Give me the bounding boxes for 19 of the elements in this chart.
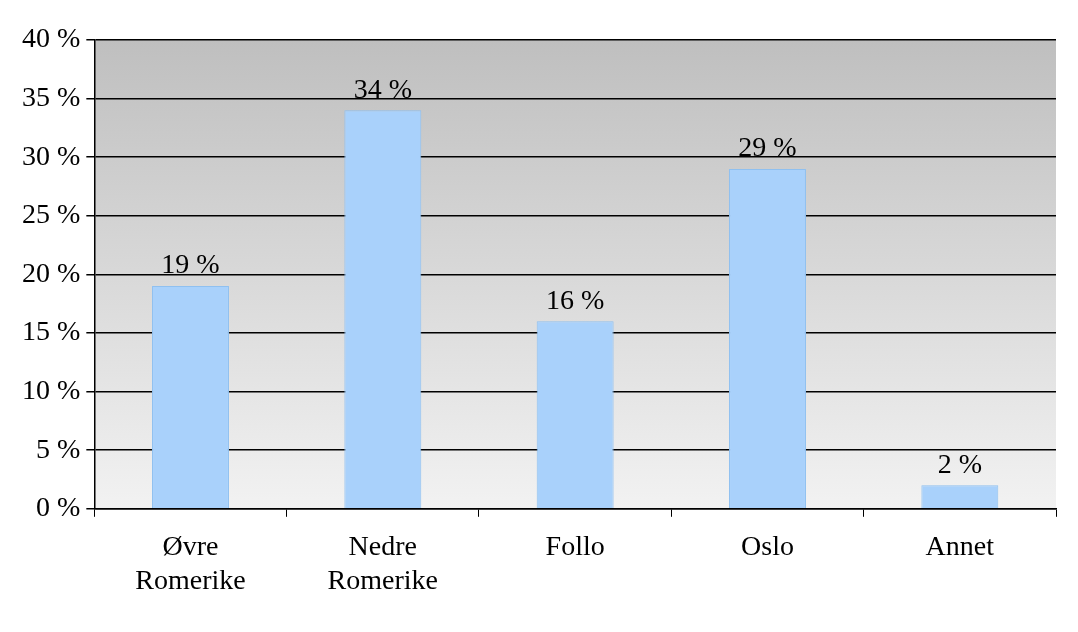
y-tick-label: 15 % [22,315,81,347]
data-label: 19 % [161,248,220,280]
y-tick-label: 10 % [22,373,81,405]
data-label: 29 % [738,131,797,163]
x-tick-label: Follo [545,529,605,561]
y-tick-label: 40 % [22,22,81,54]
y-tick-label: 20 % [22,256,81,288]
y-tick-label: 25 % [22,198,81,230]
y-tick-label: 35 % [22,80,81,112]
data-label: 16 % [546,283,605,315]
x-tick-label: Annet [925,529,995,561]
x-tick-label: Nedre Romerike [327,529,439,595]
data-label: 2 % [937,447,982,479]
y-tick-label: 0 % [36,491,81,523]
y-tick-label: 30 % [22,139,81,171]
x-tick-label: Øvre Romerike [135,529,246,595]
y-tick-label: 5 % [36,432,81,464]
data-label: 34 % [353,72,412,104]
x-tick-label: Oslo [741,529,794,561]
